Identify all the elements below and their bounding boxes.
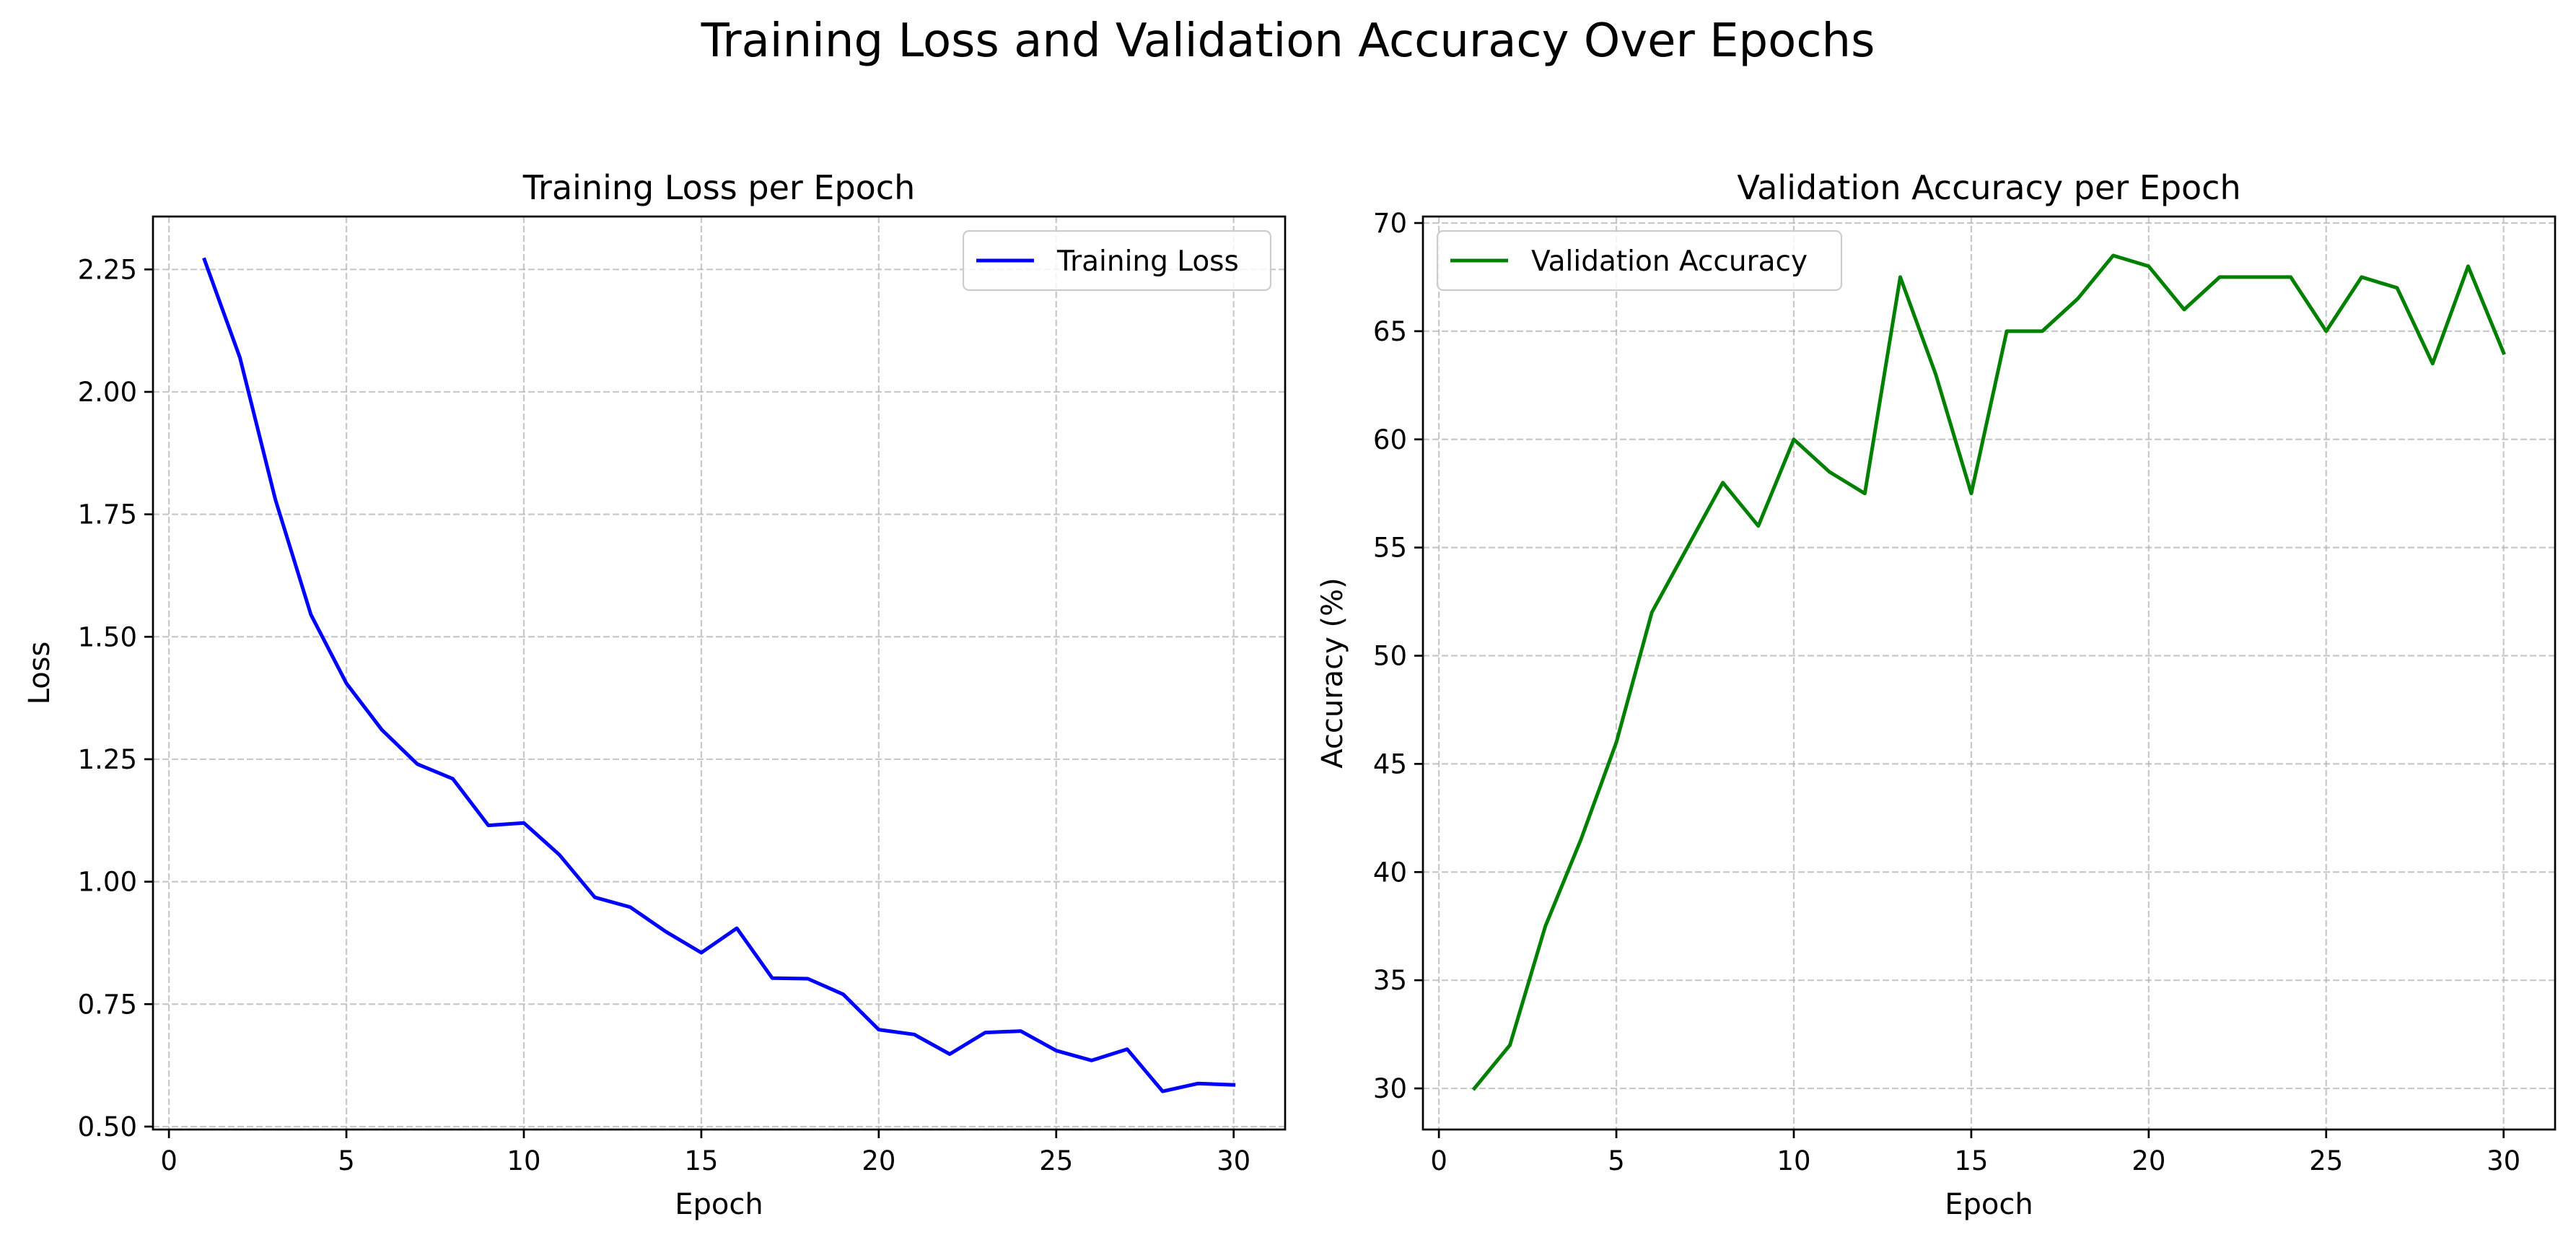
loss-y-tick-label: 1.00 [78,867,137,898]
accuracy-y-tick-label: 50 [1373,641,1407,672]
loss-y-tick-label: 0.75 [78,989,137,1020]
accuracy-legend-box [1436,230,1843,292]
accuracy-axes-frame [1421,215,2557,1131]
accuracy-y-tick-label: 35 [1373,965,1407,996]
accuracy-y-tick-label: 30 [1373,1073,1407,1104]
accuracy-x-tick-label: 0 [1430,1145,1447,1176]
loss-x-tick-label: 10 [507,1145,540,1176]
loss-y-tick-label: 0.50 [78,1111,137,1143]
accuracy-y-axis-label: Accuracy (%) [1316,577,1349,769]
accuracy-y-tick-label: 70 [1373,208,1407,239]
loss-x-tick-label: 5 [338,1145,355,1176]
accuracy-plot-area [1423,217,2555,1130]
accuracy-x-tick-label: 15 [1954,1145,1988,1176]
accuracy-series-line [1471,253,2506,1091]
loss-y-tick-label: 1.50 [78,621,137,652]
accuracy-x-tick-label: 25 [2309,1145,2343,1176]
loss-y-tick-label: 1.25 [78,744,137,775]
validation-accuracy-chart: 0 5 10 15 20 25 30 30 35 40 45 50 55 60 65 70 Validation… [1316,168,2557,1221]
accuracy-x-axis-label: Epoch [1945,1188,2033,1221]
figure-title: Training Loss and Validation Accuracy Ov… [701,14,1875,68]
accuracy-y-tick-label: 45 [1373,748,1407,779]
loss-chart-title: Training Loss per Epoch [522,168,916,207]
loss-legend-box [962,230,1272,292]
accuracy-x-tick-label: 5 [1608,1145,1625,1176]
loss-y-tick-label: 2.25 [78,254,137,285]
accuracy-x-tick-label: 10 [1777,1145,1810,1176]
accuracy-y-tick-label: 60 [1373,424,1407,455]
loss-plot-area [153,217,1285,1130]
loss-y-tick-label: 2.00 [78,377,137,408]
loss-legend: Training Loss [962,230,1272,292]
accuracy-y-tick-label: 65 [1373,316,1407,347]
loss-y-axis-label: Loss [23,642,56,705]
loss-x-tick-label: 30 [1217,1145,1250,1176]
loss-axes-frame [152,215,1287,1131]
loss-x-tick-label: 0 [160,1145,178,1176]
loss-x-tick-label: 20 [862,1145,895,1176]
accuracy-y-tick-label: 40 [1373,857,1407,888]
loss-x-axis-label: Epoch [675,1188,763,1221]
loss-series-line [202,257,1236,1093]
accuracy-legend: Validation Accuracy [1436,230,1843,292]
accuracy-chart-title: Validation Accuracy per Epoch [1737,168,2240,207]
accuracy-legend-label: Validation Accuracy [1531,245,1808,278]
loss-x-tick-label: 15 [684,1145,718,1176]
training-loss-chart: 0 5 10 15 20 25 30 0.50 0.75 1.00 1.25 1.50 1.75 2.00… [23,168,1287,1221]
loss-x-tick-label: 25 [1039,1145,1073,1176]
accuracy-y-tick-label: 55 [1373,533,1407,564]
accuracy-x-tick-label: 20 [2132,1145,2165,1176]
loss-legend-label: Training Loss [1056,245,1239,278]
accuracy-x-tick-label: 30 [2487,1145,2520,1176]
loss-y-tick-label: 1.75 [78,499,137,530]
